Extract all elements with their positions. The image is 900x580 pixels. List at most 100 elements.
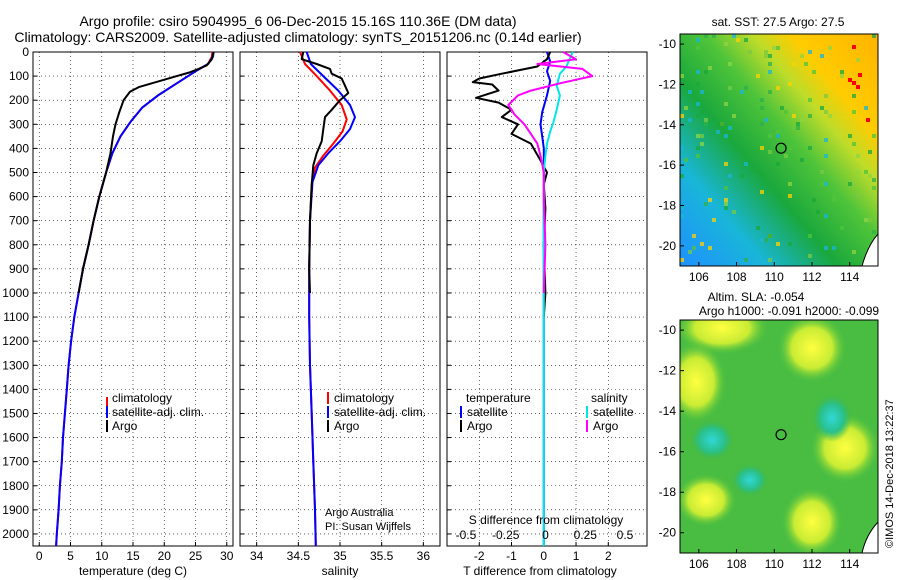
sst-pixel [824,94,828,98]
salinity-x-label: salinity [322,564,359,578]
sst-pixel [776,46,780,50]
salinity-annotation-line1: Argo Australia [325,507,394,519]
x-tick-label: 0 [540,549,547,563]
sst-pixel [820,54,824,58]
sla-low-blob [690,420,734,460]
salinity-panel: 34 34.5 35 35.5 36 salinity climatology sate… [239,51,441,578]
salinity-grid [240,51,440,546]
map-x-tick-label: 112 [802,270,821,284]
secondary-x-tick-label: 0 [542,528,549,542]
salinity-lines [299,51,356,547]
sst-pixel [792,114,796,118]
sst-pixel [684,106,688,110]
sst-map-panel: sat. SST: 27.5 Argo: 27.5 106 108 110 112 11… [659,15,879,284]
map-y-tick-label: -16 [659,158,677,172]
sst-pixel [728,62,732,66]
map-x-tick-label: 106 [689,270,709,284]
map-y-tick-label: -12 [659,364,677,378]
depth-tick-label: 500 [9,165,29,179]
sst-pixel [768,258,772,262]
depth-tick-label: 300 [9,117,29,131]
sst-pixel [724,202,728,206]
sst-pixel [680,258,684,262]
sst-pixel [864,170,868,174]
temperature-axes-frame [32,51,234,547]
map-x-tick-label: 108 [727,270,747,284]
difference-axes-frame [446,51,648,547]
sst-pixel [680,206,684,210]
sst-pixel [776,86,780,90]
difference-secondary-x-ticks: -0.5 -0.25 0 0.25 0.5 [456,528,634,542]
x-tick-label: 15 [126,549,140,563]
sst-pixel [760,98,764,102]
depth-tick-label: 1500 [2,406,29,420]
difference-secondary-x-label: S difference from climatology [469,513,624,527]
sst-pixel [732,114,736,118]
sst-pixel [816,210,820,214]
depth-axis-ticks: 0 100 200 300 400 500 600 700 800 900 1000 1100 1200… [2,45,29,541]
sst-pixel [856,170,860,174]
legend-salinity-title: salinity [591,391,628,405]
map-x-tick-label: 110 [765,557,784,571]
sst-pixel [716,130,720,134]
sst-pixel [764,54,768,58]
sla-high-blob [680,474,736,526]
sst-pixel [824,110,828,114]
sst-pixel [680,114,684,118]
series-argo-line [300,51,350,294]
depth-tick-label: 1400 [2,382,29,396]
sst-hot-pixel [852,45,856,49]
sst-pixel [744,38,748,42]
sst-pixel [696,154,700,158]
sst-pixel [784,154,788,158]
sst-pixel [708,246,712,250]
sla-high-blob [680,342,726,422]
depth-tick-label: 1800 [2,479,29,493]
legend-climatology-label: climatology [112,391,172,405]
difference-legend: temperature satellite Argo salinity sate… [460,391,634,433]
sst-pixel [768,234,772,238]
sst-pixel [868,218,872,222]
sst-pixel [740,174,744,178]
sst-pixel [800,158,804,162]
sst-pixel [700,142,704,146]
temperature-legend: climatology satellite-adj. clim. Argo [106,391,204,433]
sst-pixel [724,186,728,190]
depth-tick-label: 1100 [3,310,29,324]
map-y-tick-label: -12 [659,77,677,91]
sst-pixel [724,134,728,138]
sst-pixel [856,154,860,158]
depth-tick-label: 1200 [2,334,29,348]
map-y-tick-label: -16 [659,445,677,459]
sst-pixel [696,38,700,42]
sst-pixel [712,218,716,222]
legend-argo-label: Argo [112,419,138,433]
depth-tick-label: 900 [9,262,29,276]
sst-pixel [700,134,704,138]
sst-pixel [700,110,704,114]
series-satellite-line [542,51,574,546]
sst-pixel [848,182,852,186]
sst-pixel [728,174,732,178]
sst-hot-pixel [848,78,852,82]
sst-pixel [812,70,816,74]
salinity-annotation-line2: PI: Susan Wijffels [325,521,411,533]
sst-coastline [861,233,878,266]
series-argo-line [77,51,215,294]
sst-pixel [760,122,764,126]
x-tick-label: 34.5 [287,549,311,563]
sst-pixel [776,130,780,134]
legend-t-argo-label: Argo [467,419,493,433]
map-y-tick-label: -18 [659,485,677,499]
map-x-tick-label: 112 [802,557,821,571]
salinity-axes-frame [239,51,441,547]
depth-tick-label: 1300 [2,358,29,372]
sst-pixel [808,146,812,150]
sst-pixel [824,246,828,250]
x-tick-label: -1 [506,549,517,563]
temperature-x-label: temperature (deg C) [79,564,187,578]
temperature-x-ticks: 0 5 10 15 20 25 30 [36,549,234,563]
sst-pixel [796,126,800,130]
difference-panel: -2 -1 0 1 2 -0.5 -0.25 0 0.25 0.5 S difference f… [446,51,648,578]
